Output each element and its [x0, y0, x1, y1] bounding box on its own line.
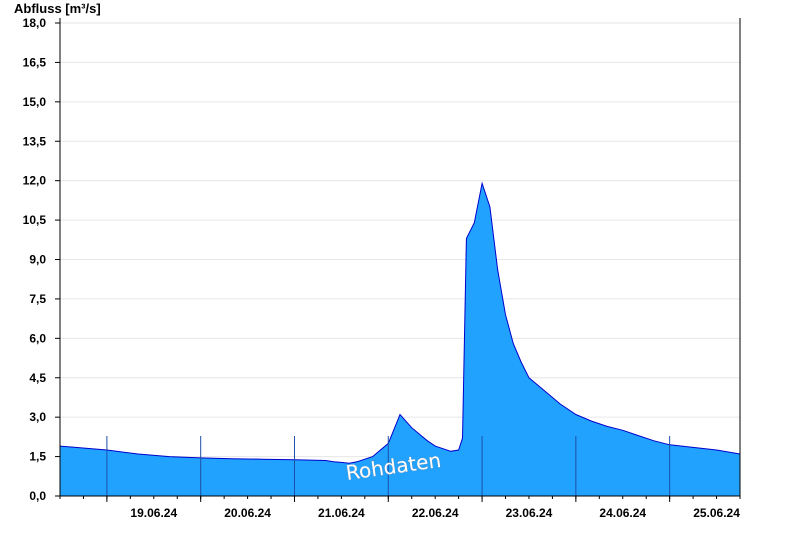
- y-tick-label: 6,0: [29, 331, 46, 345]
- y-tick-label: 1,5: [29, 450, 46, 464]
- y-tick-label: 18,0: [23, 16, 47, 30]
- discharge-line: [59, 181, 741, 464]
- y-tick-label: 10,5: [23, 213, 47, 227]
- y-tick-label: 3,0: [29, 410, 46, 424]
- x-tick-label: 25.06.24: [693, 506, 740, 520]
- gridlines: [60, 22, 740, 458]
- x-tick-label: 23.06.24: [506, 506, 553, 520]
- axes: [59, 18, 741, 497]
- y-ticks: 0,0 1,5 3,0 4,5 6,0 7,5 9,0 10,5 12,0 13,5 15,0 16,…: [23, 16, 60, 503]
- y-axis-label: Abfluss [m³/s]: [14, 1, 101, 16]
- x-tick-label: 21.06.24: [318, 506, 365, 520]
- y-tick-label: 7,5: [29, 292, 46, 306]
- y-tick-label: 16,5: [23, 55, 47, 69]
- y-tick-label: 13,5: [23, 134, 47, 148]
- y-tick-label: 9,0: [29, 253, 46, 267]
- day-lines: [106, 436, 671, 496]
- y-tick-label: 15,0: [23, 95, 47, 109]
- x-tick-label: 20.06.24: [224, 506, 271, 520]
- y-tick-label: 0,0: [29, 489, 46, 503]
- discharge-area: [60, 183, 740, 497]
- x-tick-label: 24.06.24: [599, 506, 646, 520]
- y-tick-label: 4,5: [29, 371, 46, 385]
- x-tick-label: 22.06.24: [412, 506, 459, 520]
- y-tick-label: 12,0: [23, 174, 47, 188]
- x-tick-label: 19.06.24: [130, 506, 177, 520]
- x-ticks: 19.06.24 20.06.24 21.06.24 22.06.24 23.06.24…: [59, 496, 741, 520]
